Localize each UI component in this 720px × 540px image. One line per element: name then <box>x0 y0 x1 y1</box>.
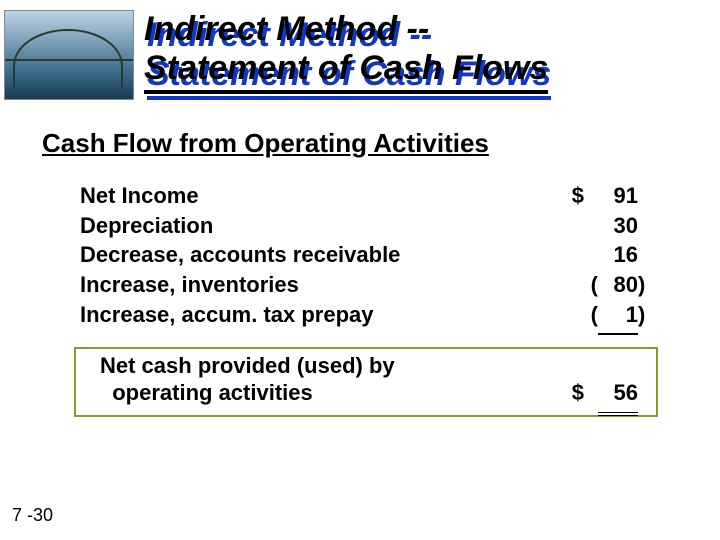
line-tax-prepay: Increase, accum. tax prepay ( 1 ) <box>80 300 650 330</box>
line-value: 30 <box>598 211 638 241</box>
slide-title: Indirect Method -- Statement of Cash Flo… <box>144 10 720 94</box>
title-line-2: Statement of Cash Flows <box>144 49 548 94</box>
subtotal-rule <box>80 329 650 335</box>
subtotal-value: 56 <box>598 380 638 406</box>
line-label: Increase, accum. tax prepay <box>80 300 554 330</box>
currency-symbol: $ <box>554 380 584 406</box>
page-number: 7 -30 <box>12 505 53 526</box>
line-value: 16 <box>598 240 638 270</box>
subtotal-label: Net cash provided (used) by operating ac… <box>80 353 554 406</box>
line-accounts-receivable: Decrease, accounts receivable 16 <box>80 240 650 270</box>
currency-symbol: $ <box>554 181 584 211</box>
line-value: 80 <box>598 270 638 300</box>
line-value: 1 <box>598 300 638 330</box>
line-label: Increase, inventories <box>80 270 554 300</box>
title-line-1: Indirect Method -- <box>144 10 429 48</box>
double-underline <box>598 410 638 416</box>
line-label: Net Income <box>80 181 554 211</box>
line-net-income: Net Income $ 91 <box>80 181 650 211</box>
line-label: Depreciation <box>80 211 554 241</box>
cash-flow-statement: Net Income $ 91 Depreciation 30 Decrease… <box>80 181 650 335</box>
subtotal-block: Net cash provided (used) by operating ac… <box>80 353 650 416</box>
header: Indirect Method -- Statement of Cash Flo… <box>0 0 720 100</box>
line-depreciation: Depreciation 30 <box>80 211 650 241</box>
bridge-logo-image <box>4 10 134 100</box>
section-title: Cash Flow from Operating Activities <box>42 128 720 159</box>
line-inventories: Increase, inventories ( 80 ) <box>80 270 650 300</box>
line-label: Decrease, accounts receivable <box>80 240 554 270</box>
line-value: 91 <box>598 181 638 211</box>
